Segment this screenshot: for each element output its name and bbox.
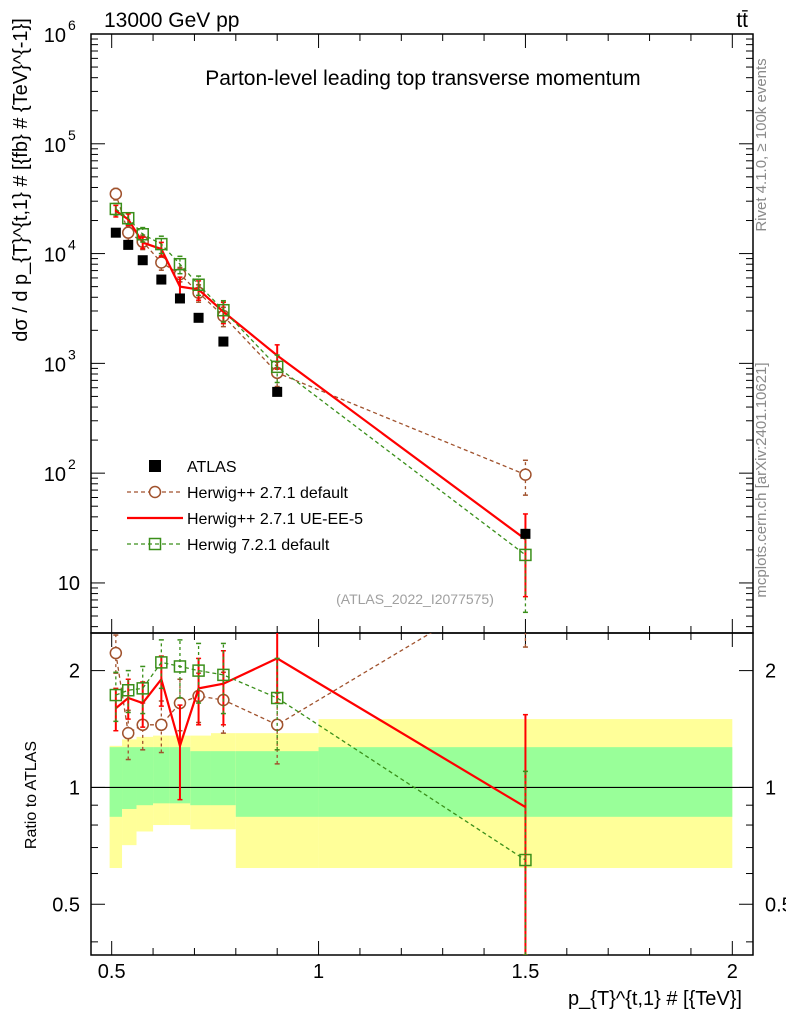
herwig-7-2-1-default-point	[109, 688, 123, 702]
herwig-2-7-1-default-point	[121, 226, 135, 239]
y-tick-label-exponent: 3	[68, 346, 76, 362]
herwig-7-2-1-default-line	[115, 208, 526, 556]
atlas-data-point	[520, 528, 531, 539]
herwig-2-7-1-default-point	[121, 726, 135, 740]
x-tick-label: 0.5	[98, 961, 126, 983]
herwig-7-2-1-default-point	[173, 660, 187, 673]
mcplots-label: mcplots.cern.ch [arXiv:2401.10621]	[753, 362, 770, 597]
herwig-2-7-1-default-line	[115, 193, 526, 476]
ratio-uncertainty-bands	[91, 719, 753, 868]
atlas-data-point	[123, 239, 134, 250]
legend-marker-atlas	[149, 460, 161, 472]
herwig-7-2-1-default-point	[217, 668, 230, 682]
herwig-7-2-1-default-point	[519, 548, 532, 562]
herwig-7-2-1-default-point	[136, 227, 149, 241]
herwig-7-2-1-default-point	[192, 278, 205, 292]
y-tick-label-exponent: 2	[68, 456, 76, 472]
legend: ATLAS Herwig++ 2.7.1 default Herwig++ 2.7.…	[127, 459, 363, 554]
herwig-7-2-1-default-point	[109, 202, 123, 216]
atlas-data-point	[137, 255, 148, 266]
legend-label: Herwig++ 2.7.1 UE-EE-5	[187, 511, 363, 528]
y-axis-label: dσ / d p_{T}^{t,1} # [{fb} # {TeV}^{-1}]	[10, 18, 32, 342]
ratio-y-tick-label: 1	[69, 777, 80, 799]
ratio-y-tick-label-right: 0.5	[765, 894, 786, 916]
stat-uncertainty-band	[190, 751, 211, 806]
atlas-data-point	[272, 386, 283, 397]
stat-uncertainty-band	[153, 747, 170, 804]
legend-label: Herwig 7.2.1 default	[187, 537, 330, 554]
ratio-y-tick-label: 2	[69, 661, 80, 683]
herwig-7-2-1-default-point	[155, 237, 168, 251]
atlas-data-point	[110, 227, 121, 238]
x-axis-label: p_{T}^{t,1} # [{TeV}]	[568, 988, 742, 1010]
stat-uncertainty-band	[136, 747, 154, 806]
herwig-7-2-1-default-point	[519, 853, 532, 867]
y-tick-label: 10	[44, 135, 66, 157]
ratio-series	[109, 633, 532, 955]
energy-label: 13000 GeV pp	[104, 9, 239, 32]
legend-label: ATLAS	[187, 459, 237, 476]
y-tick-label-exponent: 6	[68, 17, 76, 33]
herwig-2-7-1-default-point	[109, 646, 123, 660]
atlas-data-point	[193, 312, 204, 323]
atlas-data-point	[156, 274, 167, 285]
y-tick-label: 10	[44, 354, 66, 376]
y-tick-label-exponent: 4	[68, 237, 76, 253]
herwig-2-7-1-default-point	[155, 718, 168, 732]
data-series-layer	[109, 187, 532, 955]
legend-marker	[148, 485, 162, 499]
ratio-y-tick-label-right: 1	[765, 777, 776, 799]
process-label: tt̄	[736, 9, 748, 32]
stat-uncertainty-band	[122, 747, 137, 809]
legend-label: Herwig++ 2.7.1 default	[187, 485, 349, 502]
atlas-data-point	[174, 293, 185, 304]
x-tick-label: 1.5	[512, 961, 540, 983]
ratio-plot-frame	[90, 632, 754, 956]
watermark: (ATLAS_2022_I2077575)	[336, 591, 494, 607]
main-series	[109, 187, 532, 614]
chart-title: Parton-level leading top transverse mome…	[205, 67, 640, 90]
atlas-data-point	[218, 336, 229, 347]
herwig-7-2-1-default-point	[192, 664, 205, 677]
legend-marker	[148, 537, 162, 551]
herwig-7-2-1-default-point	[217, 303, 230, 317]
herwig-7-2-1-default-point	[121, 683, 135, 697]
herwig-7-2-1-default-point	[155, 656, 168, 669]
stat-uncertainty-band	[210, 751, 236, 806]
y-tick-label: 10	[58, 573, 80, 595]
ratio-y-tick-label-right: 2	[765, 661, 776, 683]
herwig-7-2-1-default-point	[270, 691, 284, 705]
y-tick-label: 10	[44, 245, 66, 267]
herwig-7-2-1-default-point	[270, 360, 284, 374]
x-tick-label: 2	[727, 961, 738, 983]
herwig-7-2-1-default-point	[136, 682, 149, 695]
rivet-label: Rivet 4.1.0, ≥ 100k events	[753, 58, 770, 231]
y-tick-label: 10	[44, 25, 66, 47]
y-tick-label-exponent: 5	[68, 127, 76, 143]
stat-uncertainty-band	[109, 747, 123, 817]
axis-ticks	[91, 33, 753, 955]
y-tick-label: 10	[44, 464, 66, 486]
ratio-y-tick-label: 0.5	[52, 894, 80, 916]
herwig-7-2-1-default-point	[121, 211, 135, 225]
herwig-2-7-1-default-point	[109, 187, 123, 201]
herwig-7-2-1-default-point	[173, 257, 187, 271]
herwig-2-7-1-default-point	[519, 468, 532, 481]
x-tick-label: 1	[313, 961, 324, 983]
ratio-y-axis-label: Ratio to ATLAS	[23, 741, 40, 849]
